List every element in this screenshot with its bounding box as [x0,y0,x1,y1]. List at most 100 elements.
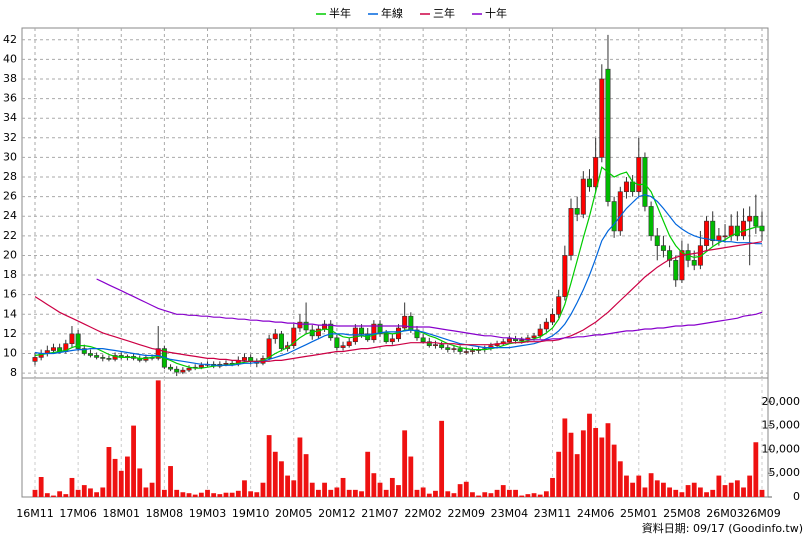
volume-bar [605,423,611,497]
volume-bar [94,492,100,497]
volume-bar [322,482,327,497]
candle-body [100,357,106,359]
volume-bar [482,492,488,497]
volume-bar [192,494,198,497]
candle-body [186,367,192,371]
y2-tick-label: 20,000 [762,395,801,408]
volume-bar [402,430,408,497]
volume-bar [217,494,223,497]
y-tick-label: 8 [10,366,17,379]
volume-bar [439,420,445,497]
volume-bar [260,482,266,497]
candle-body [303,321,309,331]
x-tick-label: 25M01 [620,507,658,520]
candle-body [420,337,426,343]
volume-bar [451,493,457,497]
candle-body [69,333,75,344]
candle-body [241,357,247,361]
candle-body [445,347,451,350]
y-tick-label: 16 [3,288,17,301]
volume-bar [408,456,414,497]
x-tick-label: 19M03 [189,507,227,520]
candle-body [734,225,740,237]
volume-bar [624,475,629,497]
candle-body [334,337,340,348]
x-tick-label: 23M04 [491,507,529,520]
volume-bar [568,432,574,497]
volume-bar [488,493,494,497]
x-tick-label: 16M11 [16,507,54,520]
candle-body [377,323,383,335]
volume-bar [580,430,586,497]
candle-body [648,206,654,237]
candle-body [704,220,710,246]
candle-body [168,366,174,370]
candle-body [654,235,660,246]
volume-bar [673,489,679,497]
volume-bar [691,482,697,497]
candle-body [741,220,747,237]
volume-bar [81,485,87,497]
y-tick-label: 28 [3,170,17,183]
volume-bar [513,489,518,497]
candle-body [747,215,753,222]
candle-body [87,353,93,356]
volume-bar [359,491,364,497]
volume-bar [704,492,709,497]
candle-body [457,348,463,352]
volume-bar [198,492,204,497]
volume-bar [519,495,525,497]
volume-bar [242,480,247,497]
legend-label: 三年 [433,6,455,20]
volume-bar [722,485,728,497]
candle-body [722,235,728,238]
volume-bar [550,477,555,497]
volume-bar [211,493,217,497]
y-tick-label: 20 [3,248,17,261]
candle-body [710,220,716,242]
footer-note: 資料日期: 09/17 (Goodinfo.tw) [642,521,803,535]
volume-bar [371,473,377,497]
candle-body [636,157,642,193]
candle-body [383,333,389,343]
candle-body [697,245,703,266]
x-tick-label: 26M09 [743,507,781,520]
candle-body [599,78,605,158]
volume-bar [88,488,93,497]
volume-bar [728,482,734,497]
candle-body [506,338,512,343]
volume-bar [433,490,438,497]
volume-bar [396,485,401,497]
volume-bar [741,487,746,497]
candle-body [432,344,438,346]
ma-line [96,278,763,341]
volume-bar [186,493,192,497]
candle-body [106,358,112,360]
volume-bar [285,475,291,497]
volume-bar [205,489,210,497]
volume-bar [63,494,69,497]
volume-bar [426,493,432,497]
ma-line [34,194,762,366]
volume-bar [685,485,691,497]
candle-body [198,364,204,368]
candle-body [408,315,414,331]
candle-body [371,323,377,341]
candle-body [611,201,617,232]
volume-bar [32,489,38,497]
volume-bar [543,491,549,497]
y-tick-label: 32 [3,131,17,144]
candle-body [667,250,673,261]
candle-body [315,328,321,337]
y-tick-label: 38 [3,72,17,85]
volume-bar [630,482,636,497]
volume-bar [445,491,451,497]
y2-tick-label: 0 [793,490,800,503]
volume-bar [279,461,284,497]
volume-bar [161,489,167,497]
volume-bar [223,492,229,497]
volume-bar [562,418,568,497]
candle-body [550,313,556,323]
y-tick-label: 14 [3,307,17,320]
candle-body [562,255,568,297]
